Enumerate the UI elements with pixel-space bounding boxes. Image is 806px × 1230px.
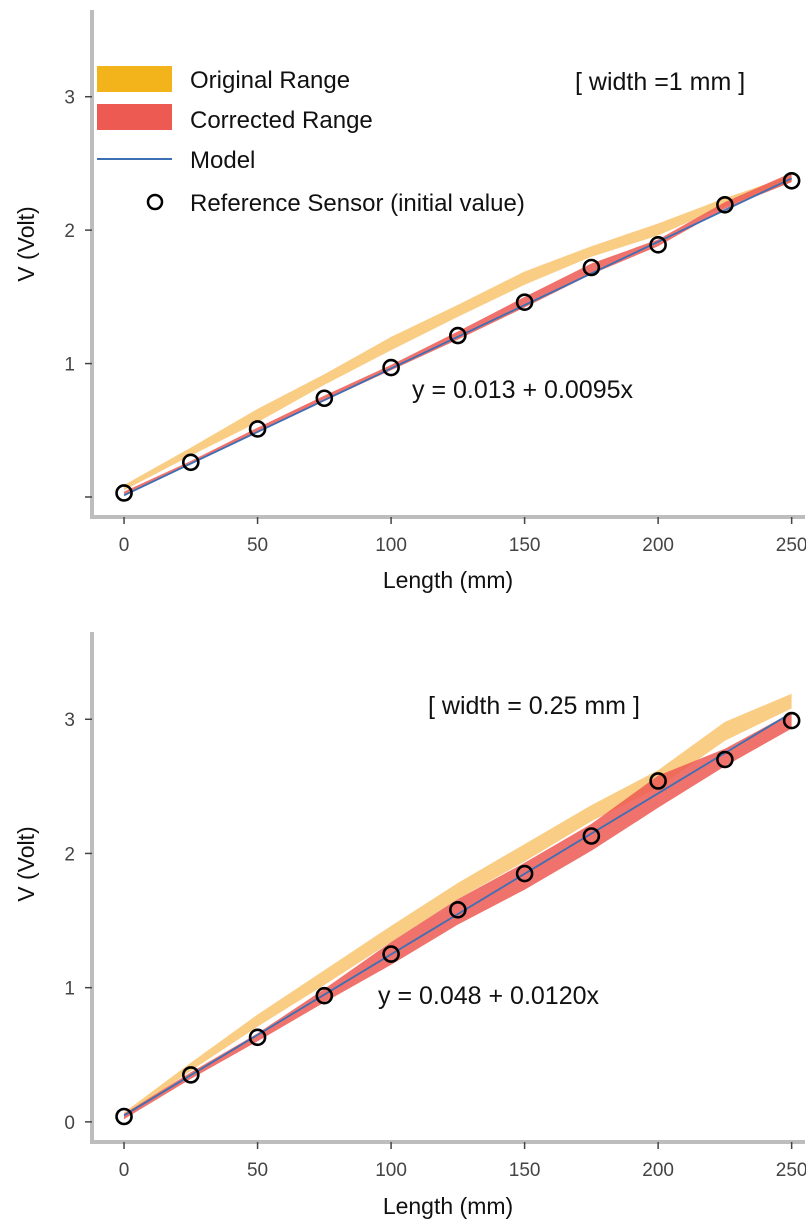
legend-original-label: Original Range [190,67,350,94]
x-tick-label: 150 [509,1160,541,1181]
reference-sensor-point [182,1066,200,1084]
y-tick-label: 1 [64,979,75,1000]
width-annotation: [ width = 0.25 mm ] [428,692,640,720]
corrected-range-band [124,172,792,495]
x-tick-label: 0 [119,535,130,556]
fit-equation: y = 0.048 + 0.0120x [378,982,600,1010]
width-annotation: [ width =1 mm ] [575,68,745,96]
reference-sensor-point [782,711,801,730]
model-line [123,712,793,1117]
fit-equation: y = 0.013 + 0.0095x [412,376,634,404]
reference-sensor-point [315,389,334,408]
legend-reference-label: Reference Sensor (initial value) [190,190,525,217]
reference-sensor-point [649,236,667,254]
top-panel: 0 50 100 150 200 250 1 2 3 Length (mm) V (Volt) [ w… [13,10,806,593]
y-tick-label: 3 [64,710,75,731]
reference-sensor-point [582,827,601,845]
x-axis-title: Length (mm) [383,567,513,593]
reference-sensor-point [515,293,534,311]
y-tick-label: 0 [64,1113,75,1134]
reference-sensor-point [248,1028,267,1047]
reference-sensor-point [382,358,400,377]
reference-sensor-point [115,1107,133,1126]
legend: Original Range Corrected Range Model Ref… [97,66,525,217]
x-tick-label: 100 [375,1160,407,1181]
x-tick-label: 150 [509,535,541,556]
reference-sensor-point [449,326,467,345]
reference-sensor-point [716,750,734,769]
legend-corrected-swatch [97,104,172,130]
y-axis-title: V (Volt) [13,826,39,901]
x-tick-label: 200 [642,1160,674,1181]
x-tick-label: 250 [776,535,806,556]
x-tick-label: 200 [642,535,674,556]
x-axis-title: Length (mm) [383,1193,513,1219]
bottom-panel: 0 50 100 150 200 250 0 1 2 3 Length (mm) V (Volt) [ … [13,632,806,1219]
reference-sensor-point [449,901,467,919]
reference-sensor-point [382,945,400,963]
legend-reference-marker [146,193,164,211]
x-tick-label: 250 [776,1160,806,1181]
original-range-band [124,693,792,1117]
reference-sensor-point [182,453,200,472]
x-tick-label: 100 [375,535,407,556]
y-tick-label: 2 [64,844,75,865]
reference-sensor-point [248,420,267,438]
legend-corrected-label: Corrected Range [190,107,373,134]
reference-sensor-point [649,772,667,790]
reference-sensor-point [716,195,734,214]
model-line [123,177,793,497]
y-axis-title: V (Volt) [13,206,39,281]
x-tick-label: 50 [247,1160,268,1181]
legend-original-swatch [97,66,172,92]
x-tick-label: 0 [119,1160,130,1181]
y-tick-label: 2 [64,221,75,242]
y-tick-label: 1 [64,355,75,376]
reference-sensor-point [515,864,534,883]
reference-sensor-point [315,986,334,1005]
reference-sensor-point [782,171,801,190]
x-tick-label: 50 [247,535,268,556]
y-tick-label: 3 [64,88,75,109]
reference-sensor-point [115,484,133,502]
legend-model-label: Model [190,147,255,174]
reference-sensor-point [582,258,601,277]
